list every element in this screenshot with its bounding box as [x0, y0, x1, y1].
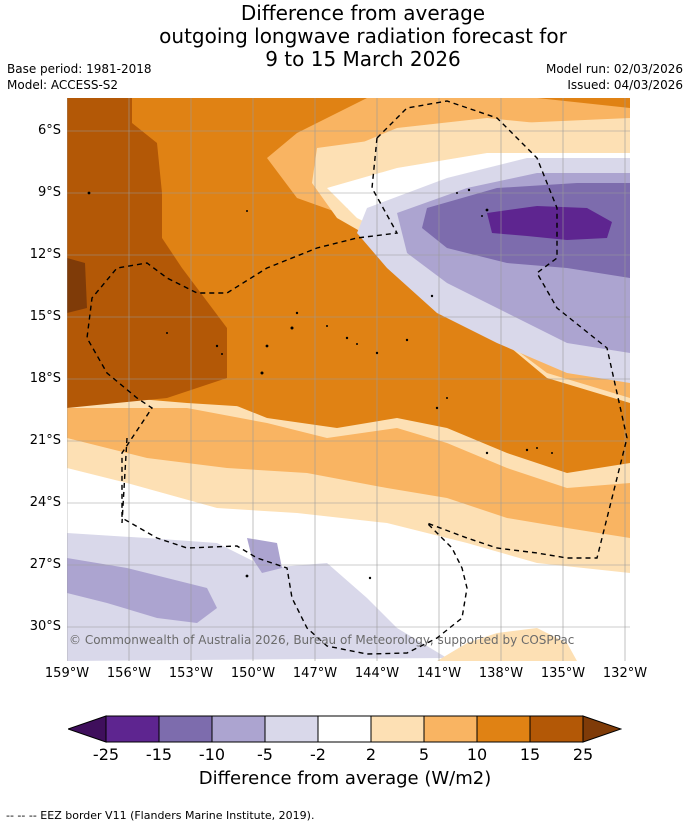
colorbar-title: Difference from average (W/m2)	[198, 768, 492, 789]
olr-anomaly-map	[67, 98, 630, 661]
colorbar-tick-label: -5	[257, 745, 273, 764]
colorbar-segment	[158, 715, 213, 743]
title-line-3: 9 to 15 March 2026	[265, 47, 461, 71]
colorbar-tick-label: -2	[310, 745, 326, 764]
lon-label-153w: 153°W	[168, 666, 214, 681]
region-pos-2-southeast	[437, 628, 577, 661]
title-line-2: outgoing longwave radiation forecast for	[159, 24, 567, 48]
issued-date: Issued: 04/03/2026	[567, 78, 683, 92]
lat-label-6s: 6°S	[37, 123, 61, 138]
meta-left: Base period: 1981-2018 Model: ACCESS-S2	[7, 61, 152, 93]
colorbar-segment	[105, 715, 160, 743]
colorbar-segment	[529, 715, 584, 743]
lat-label-12s: 12°S	[29, 247, 61, 262]
colorbar-svg	[66, 715, 623, 743]
region-pos-15-west	[67, 98, 227, 408]
region-pos-2-south	[67, 408, 630, 538]
lon-label-159w: 159°W	[44, 666, 90, 681]
model-name: Model: ACCESS-S2	[7, 78, 119, 92]
region-neg-5-south	[67, 558, 217, 623]
lat-label-18s: 18°S	[29, 371, 61, 386]
lon-label-150w: 150°W	[230, 666, 276, 681]
title-line-1: Difference from average	[240, 1, 486, 25]
region-neg-5-south-b	[247, 538, 282, 573]
region-pos-25-west	[67, 258, 87, 313]
lat-label-15s: 15°S	[29, 309, 61, 324]
colorbar-tick-label: -15	[145, 745, 173, 764]
colorbar-tick-label: -25	[92, 745, 120, 764]
copyright-credit: © Commonwealth of Australia 2026, Bureau…	[69, 633, 575, 647]
colorbar-segment	[370, 715, 425, 743]
gridlines	[67, 98, 630, 661]
colorbar-tick-label: 15	[519, 745, 541, 764]
colorbar-segment	[317, 715, 372, 743]
lat-label-24s: 24°S	[29, 495, 61, 510]
lat-label-9s: 9°S	[37, 185, 61, 200]
region-pos-10-middle	[217, 358, 630, 473]
meta-right: Model run: 02/03/2026 Issued: 04/03/2026	[546, 61, 683, 93]
colorbar-tick-label: -10	[198, 745, 226, 764]
lat-label-21s: 21°S	[29, 433, 61, 448]
lon-label-156w: 156°W	[106, 666, 152, 681]
colorbar	[66, 714, 623, 748]
colorbar-tick-label: 5	[418, 745, 430, 764]
lon-label-135w: 135°W	[540, 666, 586, 681]
map-title: Difference from average outgoing longwav…	[0, 2, 690, 71]
map-canvas	[67, 98, 630, 661]
lon-label-144w: 144°W	[354, 666, 400, 681]
islands	[87, 188, 553, 580]
colorbar-extend-low	[66, 715, 107, 743]
eez-legend: -- -- -- EEZ border V11 (Flanders Marine…	[6, 809, 315, 822]
region-neg-15	[487, 206, 612, 240]
lat-label-30s: 30°S	[29, 619, 61, 634]
lon-label-141w: 141°W	[416, 666, 462, 681]
colorbar-tick-label: 25	[572, 745, 594, 764]
colorbar-tick-label: 2	[365, 745, 377, 764]
lon-label-138w: 138°W	[478, 666, 524, 681]
lon-label-132w: 132°W	[602, 666, 648, 681]
lat-label-27s: 27°S	[29, 557, 61, 572]
lon-label-147w: 147°W	[292, 666, 338, 681]
colorbar-extend-high	[582, 715, 623, 743]
base-period: Base period: 1981-2018	[7, 62, 152, 76]
model-run: Model run: 02/03/2026	[545, 62, 683, 76]
eez-borders	[86, 100, 628, 655]
colorbar-segment	[211, 715, 266, 743]
colorbar-segment	[264, 715, 319, 743]
colorbar-tick-label: 10	[466, 745, 488, 764]
colorbar-segment	[476, 715, 531, 743]
colorbar-segment	[423, 715, 478, 743]
